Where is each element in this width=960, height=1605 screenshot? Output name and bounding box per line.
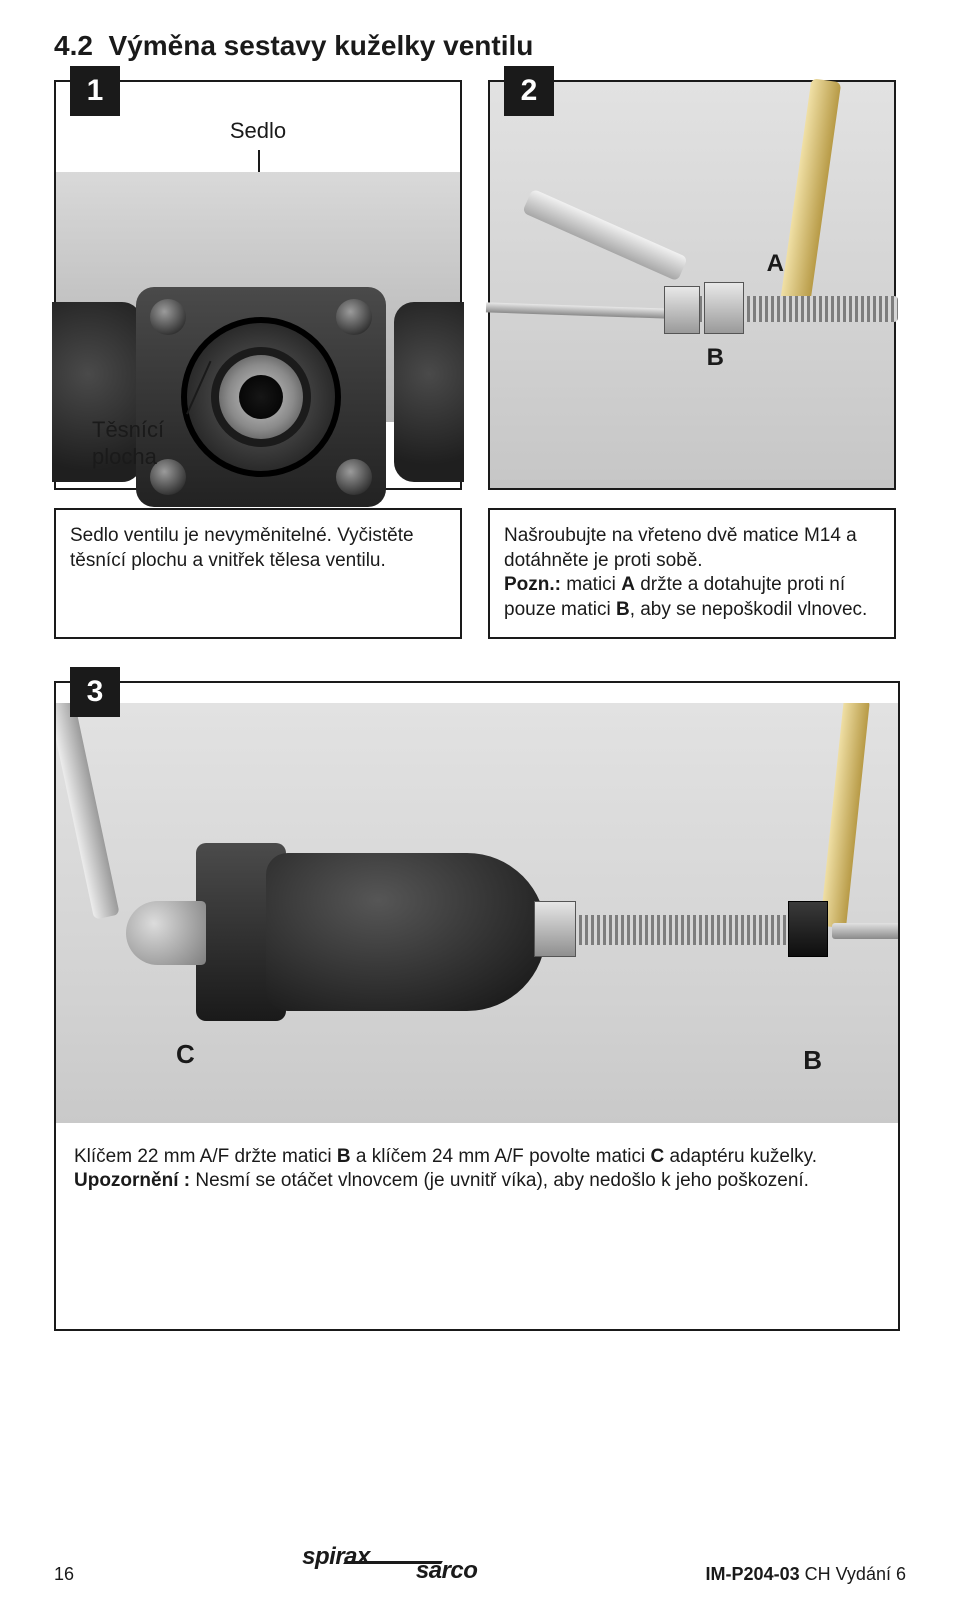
- section-title-text: Výměna sestavy kuželky ventilu: [109, 30, 534, 61]
- caption-3-l1c: adaptéru kuželky.: [664, 1146, 817, 1167]
- callout-sedlo: Sedlo: [56, 118, 460, 144]
- step-badge-1: 1: [70, 66, 120, 116]
- valve-seat-ring: [211, 347, 311, 447]
- caption-box-3: Klíčem 22 mm A/F držte matici B a klíčem…: [56, 1123, 898, 1311]
- figure-panel-1: 1 Sedlo: [54, 80, 462, 490]
- callout-line1: Těsnící: [92, 417, 164, 442]
- valve-bore: [239, 375, 283, 419]
- spirax-sarco-logo: spirax sarco spirax sarco: [302, 1543, 477, 1585]
- caption-2-letterA: A: [621, 574, 635, 595]
- callout-letter-c: C: [176, 1039, 195, 1070]
- figure-2-photo: A B: [490, 82, 894, 488]
- threaded-stem-3: [540, 915, 794, 945]
- section-heading: 4.2 Výměna sestavy kuželky ventilu: [54, 30, 906, 62]
- callout-letter-a: A: [767, 250, 784, 278]
- figure-panel-3: 3 C B Klíčem 22 mm A/F držte matici B a …: [54, 681, 900, 1331]
- step-badge-3: 3: [70, 667, 120, 717]
- nut-a: [704, 282, 744, 334]
- caption-2-letterB: B: [616, 599, 630, 620]
- figure-row-top: 1 Sedlo: [54, 80, 906, 490]
- caption-3-l1b: a klíčem 24 mm A/F povolte matici: [351, 1146, 651, 1167]
- figure-panel-2: 2 A B: [488, 80, 896, 490]
- wrench-right: [820, 703, 870, 928]
- wrench-b: [522, 189, 688, 282]
- nut-b-3: [788, 901, 828, 957]
- caption-2-l2c: , aby se nepoškodil vlnovec.: [630, 599, 868, 620]
- doc-reference: IM-P204-03 CH Vydání 6: [706, 1564, 906, 1585]
- caption-2-line1: Našroubujte na vřeteno dvě matice M14 a …: [504, 525, 857, 571]
- figure-3-photo: C B: [56, 703, 898, 1123]
- flange-hole: [150, 299, 186, 335]
- caption-box-2: Našroubujte na vřeteno dvě matice M14 a …: [488, 508, 896, 639]
- caption-3-letterB: B: [337, 1146, 351, 1167]
- flange-hole: [336, 459, 372, 495]
- logo-slash-icon: [343, 1561, 443, 1564]
- valve-body-right: [394, 302, 464, 482]
- caption-1-text: Sedlo ventilu je nevyměnitelné. Vyčistět…: [70, 525, 414, 571]
- callout-tesnici-plocha: Těsnící plocha: [92, 417, 164, 470]
- manual-page: 4.2 Výměna sestavy kuželky ventilu 1 Sed…: [0, 0, 960, 1605]
- page-number: 16: [54, 1564, 74, 1585]
- figure-1-photo: [56, 172, 460, 422]
- wrench-left: [56, 703, 120, 920]
- callout-letter-b-3: B: [803, 1045, 822, 1076]
- nut-b: [664, 286, 700, 334]
- callout-line2: plocha: [92, 444, 157, 469]
- wrench-a: [778, 78, 841, 320]
- caption-3-warn-label: Upozornění :: [74, 1170, 190, 1191]
- caption-2-l2a: matici: [561, 574, 621, 595]
- caption-3-l2: Nesmí se otáčet vlnovcem (je uvnitř víka…: [190, 1170, 809, 1191]
- doc-suffix: CH Vydání 6: [800, 1564, 906, 1584]
- flange-hole: [336, 299, 372, 335]
- caption-box-1: Sedlo ventilu je nevyměnitelné. Vyčistět…: [54, 508, 462, 639]
- step-badge-2: 2: [504, 66, 554, 116]
- nut-c: [534, 901, 576, 957]
- valve-seat-outer: [181, 317, 341, 477]
- stem-tip: [832, 923, 898, 939]
- valve-flange: [136, 287, 386, 507]
- doc-code: IM-P204-03: [706, 1564, 800, 1584]
- caption-row: Sedlo ventilu je nevyměnitelné. Vyčistět…: [54, 508, 906, 639]
- caption-2-note-label: Pozn.:: [504, 574, 561, 595]
- bonnet-body: [266, 853, 546, 1011]
- page-footer: 16 spirax sarco spirax sarco IM-P204-03 …: [54, 1543, 906, 1585]
- valve-plug: [126, 901, 206, 965]
- caption-3-l1a: Klíčem 22 mm A/F držte matici: [74, 1146, 337, 1167]
- caption-3-letterC: C: [651, 1146, 665, 1167]
- section-number: 4.2: [54, 30, 93, 61]
- callout-letter-b: B: [707, 344, 724, 372]
